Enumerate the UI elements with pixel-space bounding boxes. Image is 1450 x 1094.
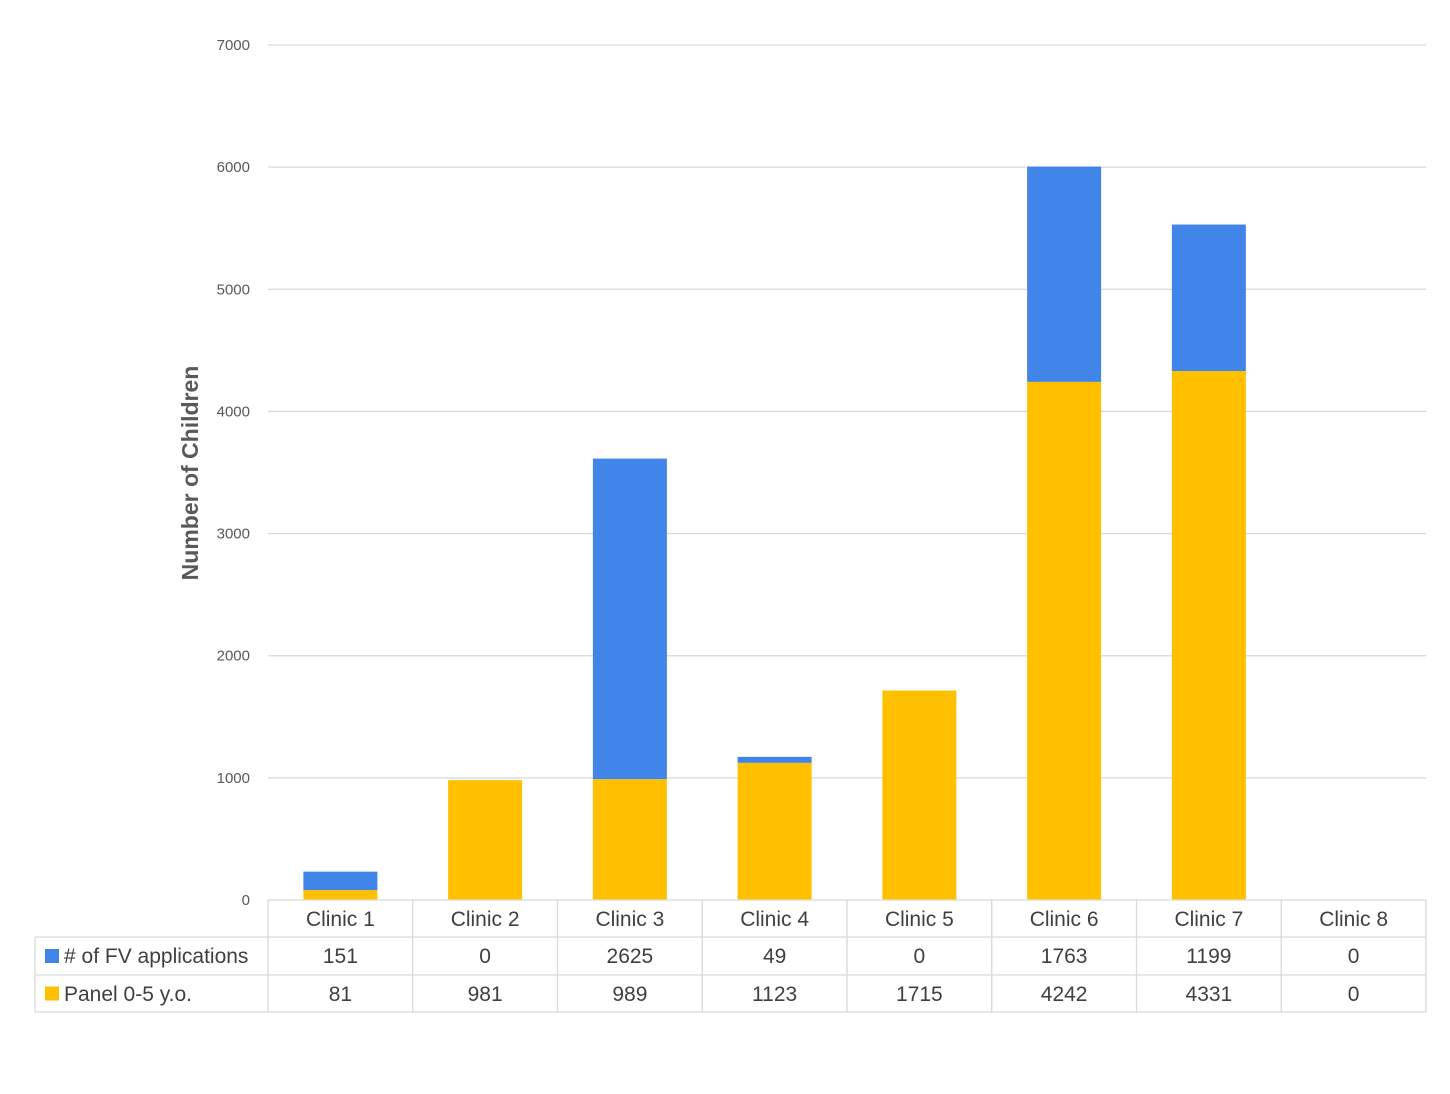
table-cell-value: 1199: [1186, 945, 1231, 968]
category-label: Clinic 3: [595, 908, 664, 931]
bar-panel-7: [1171, 370, 1246, 901]
category-label: Clinic 4: [740, 908, 809, 931]
legend-label: # of FV applications: [64, 945, 248, 968]
bar-fv-6: [1027, 166, 1102, 382]
data-table: Clinic 1 Clinic 2 Clinic 3 Clinic 4 Clinic 5…: [34, 899, 1427, 1013]
y-tick-label: 4000: [217, 403, 250, 420]
category-label: Clinic 8: [1319, 908, 1388, 931]
y-tick-label: 0: [242, 892, 250, 909]
table-cell-value: 989: [612, 983, 647, 1006]
y-axis-label: Number of Children: [177, 366, 203, 581]
table-cell-value: 151: [323, 945, 358, 968]
table-cell-value: 4331: [1186, 983, 1233, 1006]
y-tick-label: 3000: [217, 526, 250, 543]
table-cell-value: 1763: [1041, 945, 1088, 968]
bar-panel-3: [592, 779, 667, 900]
bar-panel-6: [1027, 381, 1102, 900]
table-cell-value: 49: [763, 945, 786, 968]
legend-swatch: [45, 949, 59, 963]
table-cell-value: 2625: [607, 945, 654, 968]
legend-swatch: [45, 986, 59, 1001]
table-cell-value: 0: [914, 945, 926, 968]
table-cell-value: 1123: [752, 983, 797, 1006]
legend-label: Panel 0-5 y.o.: [64, 983, 192, 1006]
bar-panel-5: [882, 690, 957, 900]
bar-panel-4: [737, 762, 812, 900]
category-label: Clinic 1: [306, 908, 375, 931]
table-cell-value: 0: [1348, 983, 1360, 1006]
table-cell-value: 981: [468, 983, 503, 1006]
category-label: Clinic 2: [451, 908, 520, 931]
category-label: Clinic 5: [885, 908, 954, 931]
table-cell-value: 81: [329, 983, 352, 1006]
category-label: Clinic 6: [1030, 908, 1099, 931]
bar-panel-2: [448, 780, 523, 900]
bar-fv-7: [1171, 224, 1246, 371]
bar-panel-1: [303, 890, 378, 900]
grid-layer: [268, 44, 1426, 779]
y-tick-label: 2000: [217, 648, 250, 665]
table-cell-value: 0: [479, 945, 491, 968]
table-cell-value: 0: [1348, 945, 1360, 968]
bar-fv-1: [303, 871, 378, 891]
y-tick-label: 7000: [217, 37, 250, 54]
table-cell-value: 1715: [896, 983, 943, 1006]
bar-fv-3: [592, 458, 667, 780]
table-cell-value: 4242: [1041, 983, 1088, 1006]
y-tick-label: 6000: [217, 159, 250, 176]
y-tick-label: 5000: [217, 281, 250, 298]
y-tick-label: 1000: [217, 770, 250, 787]
bar-fv-4: [737, 756, 812, 763]
y-axis-ticks: 0 1000 2000 3000 4000 5000 6000 7000: [217, 37, 250, 909]
bar-layer: [303, 166, 1246, 901]
category-label: Clinic 7: [1174, 908, 1243, 931]
